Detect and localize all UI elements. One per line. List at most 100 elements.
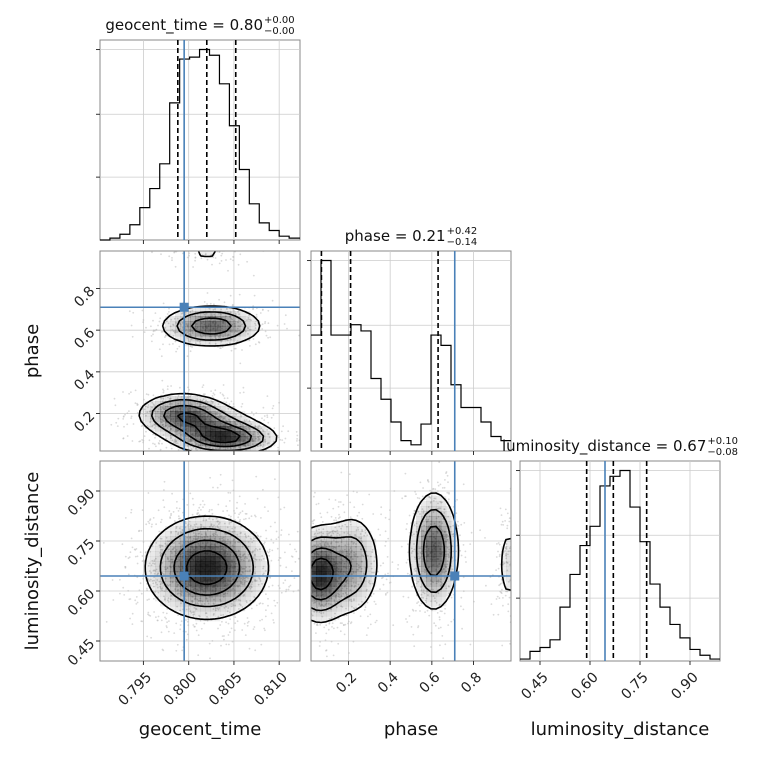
density-cell [245, 576, 251, 582]
scatter-point [264, 330, 267, 333]
density-cell [175, 606, 181, 612]
scatter-point [112, 599, 115, 601]
scatter-point [271, 584, 274, 587]
scatter-point [128, 310, 131, 313]
scatter-point [205, 542, 208, 545]
scatter-point [313, 495, 315, 498]
density-cell [150, 426, 156, 432]
scatter-point [191, 332, 194, 334]
scatter-point [171, 439, 174, 442]
scatter-point [291, 570, 293, 573]
density-cell [235, 586, 241, 592]
density-cell [190, 421, 196, 427]
scatter-point [268, 674, 270, 676]
scatter-point [235, 550, 238, 553]
scatter-point [254, 343, 257, 346]
scatter-point [237, 311, 240, 313]
scatter-point [206, 258, 209, 261]
scatter-point [227, 622, 230, 625]
scatter-point [216, 411, 219, 414]
scatter-point [263, 543, 265, 545]
scatter-point [364, 606, 367, 609]
scatter-point [178, 455, 180, 457]
scatter-point [302, 566, 304, 568]
scatter-point [177, 395, 180, 397]
density-cell [240, 566, 246, 572]
scatter-point [253, 294, 256, 297]
scatter-point [179, 628, 182, 631]
scatter-point [227, 634, 230, 636]
scatter-point [166, 608, 169, 610]
scatter-point [185, 599, 188, 602]
scatter-point [184, 630, 187, 633]
scatter-point [132, 311, 135, 314]
scatter-point [153, 585, 155, 588]
scatter-point [200, 403, 202, 406]
density-cell [185, 611, 191, 617]
scatter-point [175, 350, 178, 353]
scatter-point [214, 342, 217, 345]
scatter-point [186, 331, 189, 334]
scatter-point [201, 603, 203, 606]
scatter-point [240, 405, 243, 408]
density-cell [255, 541, 261, 547]
density-cell [225, 551, 231, 557]
density-cell [175, 581, 181, 587]
scatter-point [175, 622, 178, 625]
density-cell [155, 416, 161, 422]
scatter-point [212, 608, 215, 610]
scatter-point [205, 597, 208, 600]
scatter-point [241, 323, 243, 326]
scatter-point [146, 425, 149, 427]
scatter-point [303, 593, 305, 595]
density-cell [185, 536, 191, 542]
density-cell [185, 401, 191, 407]
scatter-point [301, 594, 303, 596]
scatter-point [304, 543, 306, 545]
scatter-point [216, 520, 219, 523]
scatter-point [254, 327, 257, 329]
scatter-point [144, 405, 147, 408]
scatter-point [169, 566, 172, 568]
scatter-point [306, 527, 308, 529]
scatter-point [277, 536, 280, 539]
scatter-point [423, 459, 425, 461]
scatter-point [150, 335, 153, 337]
density-cell [170, 586, 176, 592]
scatter-point [184, 248, 186, 250]
scatter-point [209, 657, 211, 660]
density-cell [185, 526, 191, 532]
scatter-point [331, 668, 333, 670]
scatter-point [158, 530, 161, 533]
density-cell [210, 561, 216, 567]
scatter-point [208, 335, 211, 338]
density-cell [235, 421, 241, 427]
density-cell [225, 521, 231, 527]
scatter-point [142, 577, 145, 580]
scatter-point [159, 546, 162, 548]
scatter-point [185, 323, 188, 325]
density-cell [210, 566, 216, 572]
density-cell [220, 441, 226, 447]
scatter-point [339, 630, 342, 633]
scatter-point [229, 517, 232, 520]
scatter-point [207, 331, 210, 333]
scatter-point [160, 355, 163, 358]
scatter-point [167, 540, 170, 543]
scatter-point [164, 566, 166, 569]
scatter-point [323, 537, 326, 540]
density-cell [165, 571, 171, 577]
scatter-point [171, 558, 174, 561]
scatter-point [176, 442, 179, 444]
scatter-point [122, 437, 125, 440]
density-cell [190, 441, 196, 447]
scatter-point [163, 489, 165, 491]
scatter-point [141, 439, 144, 441]
scatter-point [114, 404, 117, 407]
scatter-point [250, 411, 253, 414]
scatter-point [385, 540, 387, 543]
scatter-point [228, 455, 230, 457]
scatter-point [205, 399, 208, 402]
scatter-point [339, 516, 341, 518]
density-cell [190, 326, 196, 332]
